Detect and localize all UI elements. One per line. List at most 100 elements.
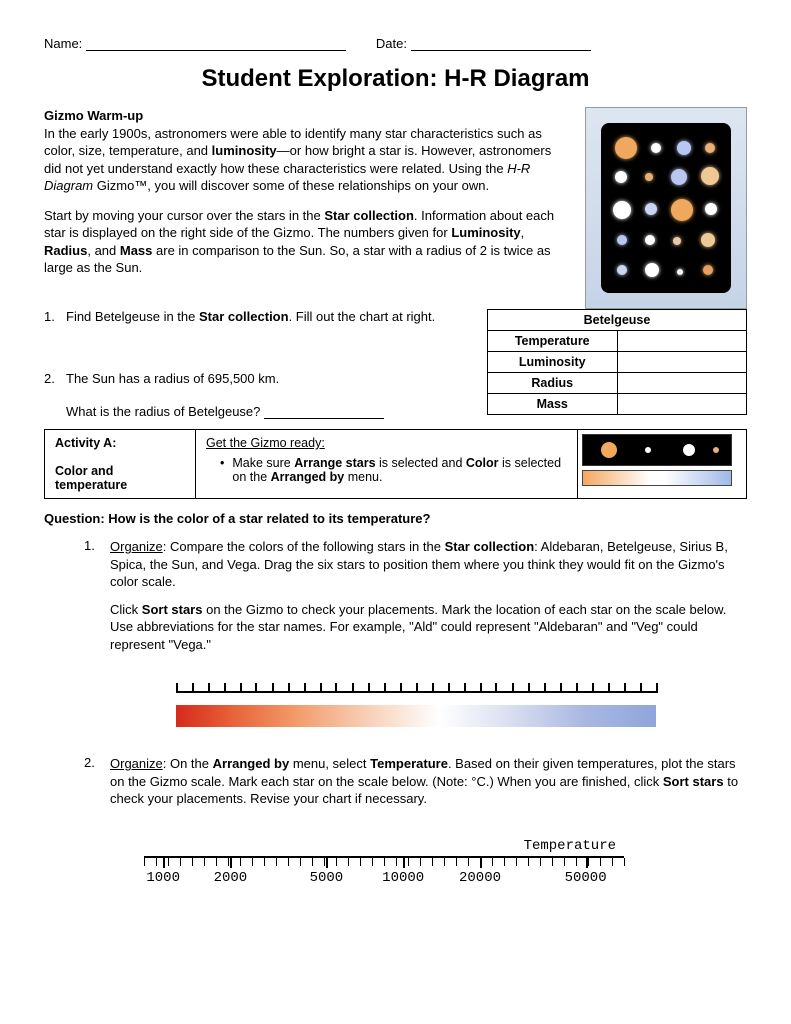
- step-2: 2. Organize: On the Arranged by menu, se…: [84, 755, 747, 818]
- worksheet-page: Name: Date: Student Exploration: H-R Dia…: [0, 0, 791, 1024]
- color-tick: [656, 683, 658, 693]
- temp-scale-label: Temperature: [144, 838, 624, 854]
- star-dot: [671, 199, 693, 221]
- color-tick: [272, 683, 274, 693]
- color-tick: [224, 683, 226, 693]
- temp-major-tick: [403, 858, 405, 868]
- star-dot: [651, 143, 661, 153]
- temp-minor-tick: [144, 858, 145, 866]
- color-tick: [400, 683, 402, 693]
- color-tick: [255, 683, 257, 693]
- preview-stars: [582, 434, 732, 466]
- temp-major-tick: [480, 858, 482, 868]
- star-dot: [701, 233, 715, 247]
- color-tick: [432, 683, 434, 693]
- temp-minor-tick: [360, 858, 361, 866]
- temperature-scale: Temperature 100020005000100002000050000: [144, 838, 624, 888]
- temp-minor-tick: [168, 858, 169, 866]
- temp-minor-tick: [372, 858, 373, 866]
- step2-num: 2.: [84, 755, 100, 818]
- star-dot: [617, 235, 627, 245]
- color-scale-gradient: [176, 705, 656, 727]
- header-row: Name: Date:: [44, 36, 747, 51]
- name-blank[interactable]: [86, 50, 346, 51]
- star-dot: [677, 141, 691, 155]
- temp-minor-tick: [288, 858, 289, 866]
- q2-blank[interactable]: [264, 418, 384, 419]
- color-tick: [544, 683, 546, 693]
- temp-minor-tick: [228, 858, 229, 866]
- main-question: Question: How is the color of a star rel…: [44, 511, 747, 526]
- star-panel: [601, 123, 731, 293]
- temp-minor-tick: [444, 858, 445, 866]
- color-tick: [384, 683, 386, 693]
- temp-scale-labels: 100020005000100002000050000: [144, 870, 624, 888]
- q2-text: The Sun has a radius of 695,500 km.: [66, 371, 279, 386]
- temp-minor-tick: [156, 858, 157, 866]
- temp-minor-tick: [456, 858, 457, 866]
- temp-minor-tick: [276, 858, 277, 866]
- color-tick: [512, 683, 514, 693]
- warmup-p2: Start by moving your cursor over the sta…: [44, 207, 571, 277]
- color-tick: [416, 683, 418, 693]
- temp-scale-axis: [144, 856, 624, 870]
- color-tick: [464, 683, 466, 693]
- color-tick: [304, 683, 306, 693]
- star-dot: [705, 143, 715, 153]
- step1-p1: Organize: Compare the colors of the foll…: [110, 538, 747, 591]
- activity-table: Activity A: Color and temperature Get th…: [44, 429, 747, 499]
- color-tick: [480, 683, 482, 693]
- color-tick: [176, 683, 178, 693]
- betelgeuse-table: BetelgeuseTemperatureLuminosityRadiusMas…: [487, 309, 747, 415]
- temp-minor-tick: [180, 858, 181, 866]
- q2-sub: What is the radius of Betelgeuse?: [66, 404, 454, 419]
- preview-star-dot: [713, 447, 719, 453]
- color-tick: [640, 683, 642, 693]
- temp-minor-tick: [492, 858, 493, 866]
- q1-number: 1.: [44, 309, 58, 324]
- temp-minor-tick: [600, 858, 601, 866]
- temp-minor-tick: [324, 858, 325, 866]
- gizmo-preview: [582, 434, 732, 486]
- q1-text: Find Betelgeuse in the Star collection. …: [66, 309, 435, 324]
- temp-minor-tick: [468, 858, 469, 866]
- temp-minor-tick: [564, 858, 565, 866]
- temp-tick-label: 50000: [565, 870, 607, 886]
- temp-minor-tick: [300, 858, 301, 866]
- page-title: Student Exploration: H-R Diagram: [44, 65, 747, 93]
- activity-bullet: Make sure Arrange stars is selected and …: [232, 456, 567, 484]
- warmup-block: Gizmo Warm-up In the early 1900s, astron…: [44, 107, 747, 309]
- date-blank[interactable]: [411, 50, 591, 51]
- temp-minor-tick: [216, 858, 217, 866]
- color-scale-ticks: [176, 691, 656, 705]
- temp-minor-tick: [408, 858, 409, 866]
- step2-p1: Organize: On the Arranged by menu, selec…: [110, 755, 747, 808]
- temp-minor-tick: [528, 858, 529, 866]
- color-tick: [592, 683, 594, 693]
- activity-col2: Get the Gizmo ready: • Make sure Arrange…: [196, 430, 578, 499]
- temp-minor-tick: [204, 858, 205, 866]
- date-field[interactable]: Date:: [376, 36, 591, 51]
- temp-minor-tick: [624, 858, 625, 866]
- temp-minor-tick: [252, 858, 253, 866]
- temp-major-tick: [586, 858, 588, 868]
- temp-minor-tick: [396, 858, 397, 866]
- color-tick: [335, 683, 337, 693]
- color-tick: [208, 683, 210, 693]
- color-tick: [448, 683, 450, 693]
- preview-star-dot: [645, 447, 651, 453]
- color-tick: [624, 683, 626, 693]
- temp-minor-tick: [576, 858, 577, 866]
- star-dot: [645, 173, 653, 181]
- color-tick: [240, 683, 242, 693]
- star-dot: [615, 171, 627, 183]
- question-2-row: 2. The Sun has a radius of 695,500 km. W…: [44, 371, 454, 419]
- temp-minor-tick: [336, 858, 337, 866]
- temp-minor-tick: [348, 858, 349, 866]
- star-dot: [645, 263, 659, 277]
- name-field[interactable]: Name:: [44, 36, 346, 51]
- name-label: Name:: [44, 36, 82, 51]
- temp-tick-label: 2000: [214, 870, 248, 886]
- temp-minor-tick: [264, 858, 265, 866]
- temp-major-tick: [230, 858, 232, 868]
